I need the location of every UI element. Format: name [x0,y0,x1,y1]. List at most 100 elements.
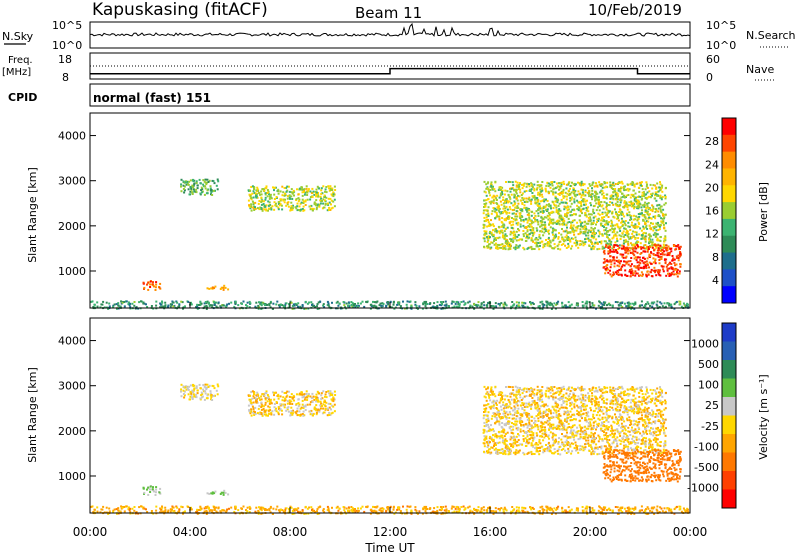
power-echo-cell [662,305,664,307]
power-echo-cell [97,306,99,308]
power-echo-cell [422,303,424,305]
power-echo-cell [643,247,645,249]
power-echo-cell [645,232,647,234]
velocity-echo-cell [265,402,267,404]
power-echo-cell [210,191,212,193]
power-echo-cell [557,238,559,240]
power-echo-cell [527,214,529,216]
velocity-echo-cell [210,492,212,494]
power-echo-cell [255,189,257,191]
velocity-echo-cell [316,412,318,414]
colorbar-tick-label: 4 [712,274,719,287]
power-echo-cell [278,208,280,210]
power-echo-cell [541,181,543,183]
power-echo-cell [486,216,488,218]
velocity-echo-cell [366,506,368,508]
power-echo-cell [216,185,218,187]
velocity-echo-cell [178,508,180,510]
power-echo-cell [631,224,633,226]
power-echo-cell [566,234,568,236]
velocity-echo-cell [269,509,271,511]
power-echo-cell [597,230,599,232]
power-echo-cell [593,248,595,250]
power-echo-cell [376,301,378,303]
colorbar-swatch [722,135,736,152]
power-echo-cell [600,219,602,221]
power-echo-cell [605,268,607,270]
power-echo-cell [504,207,506,209]
power-echo-cell [501,230,503,232]
power-echo-cell [183,192,185,194]
power-echo-cell [484,230,486,232]
colorbar-tick-label: 8 [712,251,719,264]
power-echo-cell [426,303,428,305]
power-echo-cell [614,265,616,267]
velocity-echo-cell [193,393,195,395]
power-echo-cell [631,263,633,265]
velocity-echo-cell [183,393,185,395]
power-echo-cell [147,289,149,291]
velocity-echo-cell [180,391,182,393]
power-echo-cell [526,190,528,192]
power-echo-cell [595,238,597,240]
power-echo-cell [509,222,511,224]
power-echo-cell [534,195,536,197]
power-echo-cell [291,188,293,190]
power-echo-cell [573,234,575,236]
power-echo-cell [249,302,251,304]
power-echo-cell [609,255,611,257]
power-echo-cell [531,192,533,194]
power-echo-cell [284,201,286,203]
power-echo-cell [522,199,524,201]
velocity-echo-cell [316,397,318,399]
power-echo-cell [625,305,627,307]
power-echo-cell [205,301,207,303]
power-echo-cell [502,212,504,214]
velocity-echo-cell [204,399,206,401]
velocity-echo-cell [309,411,311,413]
power-echo-cell [611,227,613,229]
power-echo-cell [552,240,554,242]
velocity-echo-cell [303,393,305,395]
power-echo-cell [592,182,594,184]
power-echo-cell [580,196,582,198]
power-echo-cell [625,220,627,222]
power-echo-cell [597,213,599,215]
velocity-echo-cell [683,508,685,510]
power-echo-cell [581,212,583,214]
power-echo-cell [525,209,527,211]
power-echo-cell [612,225,614,227]
power-echo-cell [473,303,475,305]
velocity-echo-cell [106,507,108,509]
velocity-echo-cell [351,509,353,511]
power-echo-cell [653,261,655,263]
velocity-echo-cell [568,506,570,508]
power-echo-cell [206,179,208,181]
power-echo-cell [612,305,614,307]
power-echo-cell [593,222,595,224]
velocity-echo-cell [206,384,208,386]
power-echo-cell [542,228,544,230]
power-echo-cell [507,244,509,246]
power-echo-cell [310,191,312,193]
power-echo-cell [491,197,493,199]
velocity-echo-cell [268,410,270,412]
power-echo-cell [290,202,292,204]
power-echo-cell [606,242,608,244]
power-echo-cell [660,236,662,238]
velocity-echo-cell [504,507,506,509]
power-echo-cell [634,238,636,240]
power-echo-cell [325,188,327,190]
power-echo-cell [512,184,514,186]
power-echo-cell [625,232,627,234]
velocity-echo-cell [273,399,275,401]
power-echo-cell [627,183,629,185]
power-echo-cell [237,304,239,306]
velocity-echo-cell [569,510,571,512]
power-echo-cell [214,286,216,288]
power-echo-cell [630,197,632,199]
power-echo-cell [679,270,681,272]
power-echo-cell [544,243,546,245]
power-echo-cell [563,181,565,183]
cpid-value: normal (fast) 151 [93,91,211,105]
